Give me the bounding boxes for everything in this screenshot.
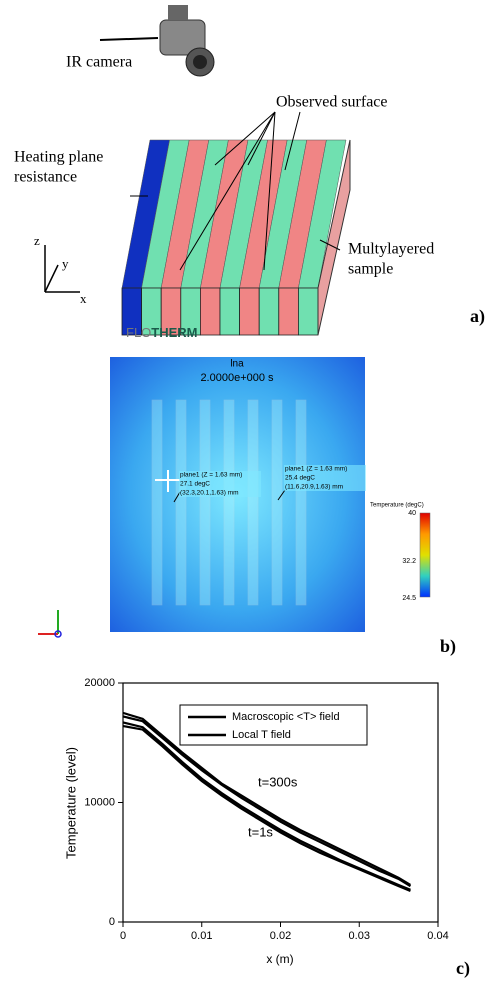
colorbar-tick: 24.5 [402,595,416,602]
heating-label: Heating plane [14,149,103,166]
legend-label: Local T field [232,729,291,741]
sim-stripes [151,399,307,606]
x-tick-label: 0.01 [191,930,212,942]
probe-text: 25.4 degC [285,475,315,482]
axis-label: y [62,256,69,271]
sim-stripe [271,399,283,606]
colorbar-title: Temperature (degC) [370,503,424,509]
y-tick-label: 20000 [84,677,115,689]
stripe-front [199,287,221,336]
orientation-icon [38,610,62,638]
sample-side [317,139,351,336]
x-tick-label: 0.03 [349,930,370,942]
sim-stripe [295,399,307,606]
sample-label: sample [348,261,393,278]
sim-title: lna [230,359,244,370]
sim-stripe [199,399,211,606]
colorbar-tick: 32.2 [402,558,416,565]
brand-part: THERM [151,325,197,340]
y-tick-label: 0 [109,916,115,928]
axis-label: x [80,291,87,306]
probe-text: (32.3,20.1,1.63) mm [180,490,239,497]
annotation: t=300s [258,774,298,789]
panel-label: a) [470,306,485,327]
probe-text: plane1 (Z = 1.63 mm) [285,466,347,473]
camera-label: IR camera [66,54,132,71]
probe-text: 27.1 degC [180,481,210,488]
surface-label: Observed surface [276,94,388,111]
annotation: t=1s [248,824,273,839]
sim-time: 2.0000e+000 s [200,372,274,384]
brand: FLOTHERM [126,325,198,340]
heating-label: resistance [14,169,77,186]
brand-part: FLO [126,325,151,340]
pointer-lines [130,111,341,271]
chart: 0 0.01 0.02 0.03 0.04 0 10000 20000 Macroscopic … [84,677,448,942]
stripe-front [297,287,319,336]
axes-icon [44,245,80,293]
sim-stripe [223,399,235,606]
probe: plane1 (Z = 1.63 mm) 27.1 degC (32.3,20.… [155,470,261,503]
x-tick-label: 0.04 [427,930,448,942]
panel-label: c) [456,958,470,979]
stripe-front [258,287,280,336]
x-tick-label: 0.02 [270,930,291,942]
sim-stripe [151,399,163,606]
sample-label: Multylayered [348,241,434,258]
x-tick-label: 0 [120,930,126,942]
probe-text: (11.6,20.9,1.63) mm [285,484,343,491]
stripe-front [219,287,241,336]
sim-stripe [247,399,259,606]
probe: plane1 (Z = 1.63 mm) 25.4 degC (11.6,20.… [277,465,366,501]
sim-stripe [175,399,187,606]
y-tick-label: 10000 [84,796,115,808]
stripe-front [239,287,260,336]
colorbar-tick: 40 [408,510,416,517]
x-axis-label: x (m) [266,952,293,966]
probe-text: plane1 (Z = 1.63 mm) [180,472,242,479]
colorbar [419,512,431,598]
sample-block [121,139,347,336]
series-line [122,715,412,888]
panel-label: b) [440,636,456,657]
legend-box [179,704,368,746]
axis-label: z [34,233,40,248]
series-line [122,711,412,886]
legend-label: Macroscopic <T> field [232,711,340,723]
y-axis-label: Temperature (level) [63,747,78,859]
camera-icon [159,5,215,77]
arrow [99,37,159,41]
stripe-front [278,287,299,336]
series-line [122,724,411,892]
